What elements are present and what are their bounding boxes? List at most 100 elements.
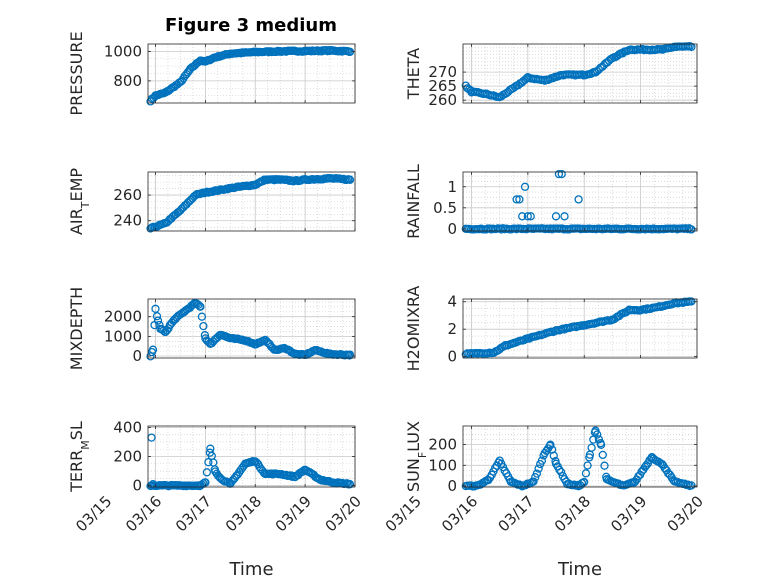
data-point <box>518 212 527 221</box>
data-point <box>345 480 355 489</box>
data-point <box>687 42 696 52</box>
data-point <box>202 468 212 477</box>
grid <box>463 172 698 231</box>
data-series <box>461 426 696 491</box>
x-tick-label: 03/17 <box>172 492 215 535</box>
axes-box <box>462 298 698 359</box>
y-axis-label-rest: LUX <box>404 421 423 452</box>
data-point <box>554 169 564 179</box>
subplot-1: 800 1000 PRESSURE <box>67 31 356 116</box>
x-axis-label: Time <box>228 559 273 580</box>
data-point <box>683 480 693 489</box>
y-axis-label-subscript: M <box>79 440 92 450</box>
data-point <box>555 465 564 474</box>
y-tick-label: 260 <box>428 91 457 109</box>
x-tick-label: 03/18 <box>551 492 594 535</box>
y-axis-label: RAINFALL <box>404 164 423 239</box>
axes-box <box>147 298 356 359</box>
data-point <box>199 321 208 331</box>
y-tick-label: 0 <box>132 347 142 365</box>
data-point <box>581 469 591 478</box>
y-axis-label: AIRTEMP <box>67 168 92 235</box>
x-tick-label: 03/18 <box>222 492 265 535</box>
data-point <box>520 182 530 191</box>
y-tick-label: 0 <box>447 348 457 366</box>
y-tick-label: 1000 <box>104 42 142 60</box>
x-tick-label: 03/19 <box>607 492 650 535</box>
y-axis-label: THETA <box>404 48 423 100</box>
x-tick-label: 03/16 <box>122 492 165 535</box>
data-point <box>338 478 347 488</box>
data-point <box>529 477 538 486</box>
y-tick-label: 0 <box>132 477 142 495</box>
subplot-6: 0 2 4 H2OMIXRA <box>404 286 698 372</box>
data-series <box>461 169 696 234</box>
data-point <box>537 456 547 465</box>
y-tick-label: 270 <box>428 63 457 81</box>
data-point <box>583 461 592 470</box>
data-point <box>687 225 696 234</box>
y-tick-label: 240 <box>113 212 142 230</box>
y-axis-label: PRESSURE <box>67 31 86 115</box>
data-point <box>466 481 476 490</box>
x-axis-label: Time <box>557 559 602 580</box>
y-tick-label: 200 <box>428 436 457 454</box>
data-point <box>591 426 600 435</box>
axes-box <box>147 171 356 232</box>
data-point <box>196 302 205 311</box>
y-tick-label: 200 <box>113 448 142 466</box>
y-tick-label: 100 <box>428 456 457 474</box>
axes-box <box>462 425 698 488</box>
x-tick-label: 03/15 <box>382 492 425 535</box>
data-point <box>345 175 355 184</box>
data-point <box>512 195 521 204</box>
x-tick-label: 03/19 <box>272 492 315 535</box>
x-tick-label: 03/20 <box>664 492 707 535</box>
y-axis-label: SUNFLUX <box>404 421 429 492</box>
data-point <box>148 479 158 489</box>
y-tick-label: 2000 <box>104 308 142 326</box>
data-point <box>598 450 607 460</box>
data-point <box>526 212 535 221</box>
data-point <box>148 345 158 354</box>
y-tick-label: 4 <box>447 293 457 311</box>
data-point <box>194 300 203 309</box>
data-series <box>146 299 355 361</box>
data-point <box>600 461 609 470</box>
plot-area <box>463 172 697 231</box>
axes-box <box>147 43 356 104</box>
data-point <box>523 212 532 221</box>
y-axis-label: MIXDEPTH <box>67 287 86 370</box>
y-axis-label: H2OMIXRA <box>404 286 423 372</box>
plot-area <box>463 426 697 487</box>
data-point <box>557 169 566 179</box>
data-point <box>546 440 555 449</box>
data-point <box>197 312 207 321</box>
y-axis-label-subscript: T <box>79 201 92 209</box>
data-point <box>551 212 561 221</box>
y-tick-label: 0 <box>447 477 457 495</box>
data-point <box>532 469 542 478</box>
data-series <box>461 297 696 359</box>
y-tick-label: 800 <box>113 72 142 90</box>
data-point <box>587 443 596 452</box>
data-point <box>594 435 604 444</box>
data-point <box>204 458 213 467</box>
x-tick-label: 03/15 <box>72 492 115 535</box>
axes-box <box>462 171 698 232</box>
y-axis-label-subscript: F <box>416 452 429 458</box>
y-tick-label: 265 <box>428 77 457 95</box>
data-point <box>153 316 163 325</box>
data-point <box>596 440 606 449</box>
subplot-3: 240 260 AIRTEMP <box>67 168 356 235</box>
y-axis-label-rest: EMP <box>67 168 86 202</box>
y-axis-label-rest: SL <box>67 421 86 440</box>
y-tick-label: 260 <box>113 186 142 204</box>
y-tick-label: 2 <box>447 320 457 338</box>
y-tick-label: 1000 <box>104 327 142 345</box>
data-series <box>146 174 355 233</box>
data-series <box>146 433 355 491</box>
